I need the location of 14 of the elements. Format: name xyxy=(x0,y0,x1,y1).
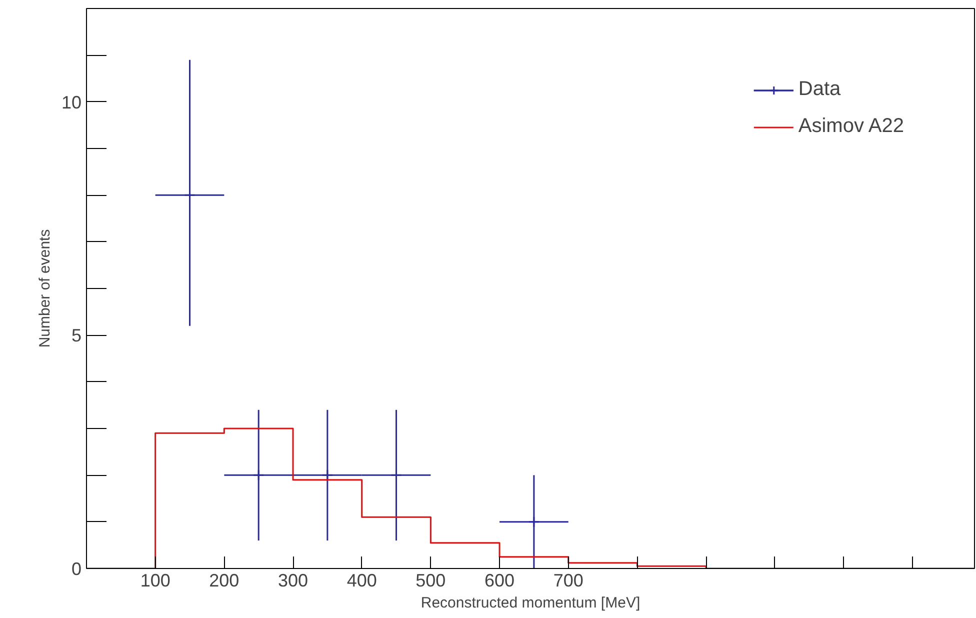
x-tick-label: 100 xyxy=(140,570,170,590)
legend-label: Data xyxy=(798,78,841,101)
y-tick-label: 5 xyxy=(71,326,82,346)
x-tick-label: 300 xyxy=(278,570,308,590)
x-tick-label: 500 xyxy=(416,570,446,590)
y-tick-label: 0 xyxy=(71,559,82,579)
y-axis-title: Number of events xyxy=(36,229,54,348)
x-tick-label: 600 xyxy=(484,570,515,590)
x-tick-label: 700 xyxy=(553,570,584,590)
x-axis-title: Reconstructed momentum [MeV] xyxy=(420,594,640,612)
x-tick-label: 400 xyxy=(346,570,377,590)
x-tick-label: 200 xyxy=(209,570,240,590)
y-tick-label: 10 xyxy=(61,92,82,112)
legend-label: Asimov A22 xyxy=(798,115,904,138)
